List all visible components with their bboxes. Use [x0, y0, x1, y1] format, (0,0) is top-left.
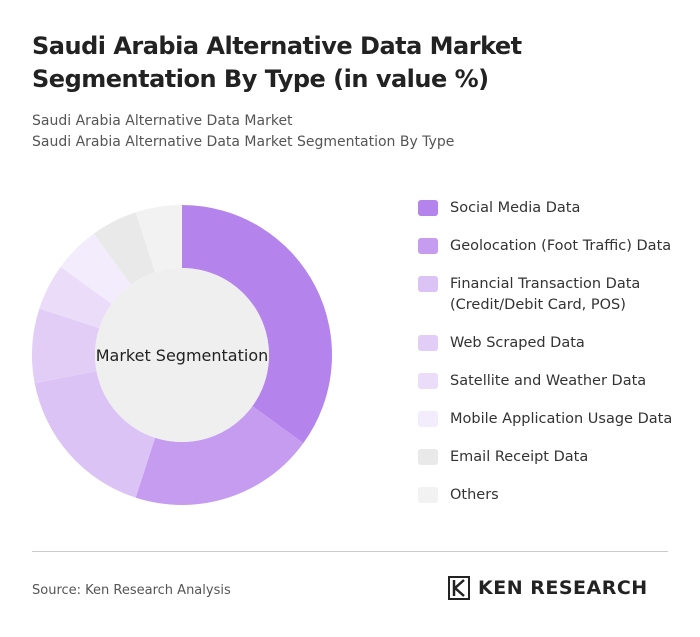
legend-item: Web Scraped Data — [418, 333, 680, 354]
donut-hole — [95, 268, 269, 442]
legend-item: Social Media Data — [418, 198, 680, 219]
title: Saudi Arabia Alternative Data Market Seg… — [32, 32, 522, 93]
legend-item: Geolocation (Foot Traffic) Data — [418, 236, 680, 257]
logo-icon — [448, 576, 470, 600]
donut-chart: Market Segmentation — [31, 205, 332, 505]
logo: KEN RESEARCH — [448, 576, 648, 600]
source: Source: Ken Research Analysis — [32, 583, 231, 598]
subtitle: Saudi Arabia Alternative Data Market — [32, 113, 293, 129]
legend-item: Others — [418, 485, 680, 506]
legend-label: Web Scraped Data — [450, 335, 585, 351]
center-label: Market Segmentation — [96, 346, 269, 365]
legend-swatch — [418, 238, 438, 254]
legend-swatch — [418, 276, 438, 292]
legend-label: Email Receipt Data — [450, 449, 589, 465]
legend-swatch — [418, 487, 438, 503]
legend-label: Financial Transaction Data (Credit/Debit… — [450, 276, 641, 313]
donut-slice — [93, 212, 156, 285]
legend-item: Satellite and Weather Data — [418, 371, 680, 392]
legend-item: Mobile Application Usage Data — [418, 409, 680, 430]
legend-label: Satellite and Weather Data — [450, 373, 647, 389]
legend-swatch — [418, 449, 438, 465]
divider — [32, 551, 668, 552]
legend-item: Email Receipt Data — [418, 447, 680, 468]
logo-text: KEN RESEARCH — [478, 577, 648, 599]
legend-swatch — [418, 335, 438, 351]
donut-slice — [135, 205, 182, 273]
donut-slice — [60, 233, 131, 304]
donut-slice — [39, 266, 112, 329]
legend-label: Mobile Application Usage Data — [450, 411, 673, 427]
legend-label: Social Media Data — [450, 200, 581, 216]
legend-swatch — [418, 411, 438, 427]
legend-item: Financial Transaction Data (Credit/Debit… — [418, 274, 680, 316]
legend-swatch — [418, 373, 438, 389]
legend-swatch — [418, 200, 438, 216]
legend: Social Media Data Geolocation (Foot Traff… — [418, 198, 680, 523]
legend-label: Others — [450, 487, 499, 503]
legend-label: Geolocation (Foot Traffic) Data — [450, 238, 672, 254]
donut-slice — [34, 371, 156, 498]
donut-slice — [182, 205, 332, 444]
subtitle: Saudi Arabia Alternative Data Market Seg… — [32, 134, 455, 150]
donut-slice — [31, 308, 100, 384]
donut-slice — [135, 406, 304, 505]
